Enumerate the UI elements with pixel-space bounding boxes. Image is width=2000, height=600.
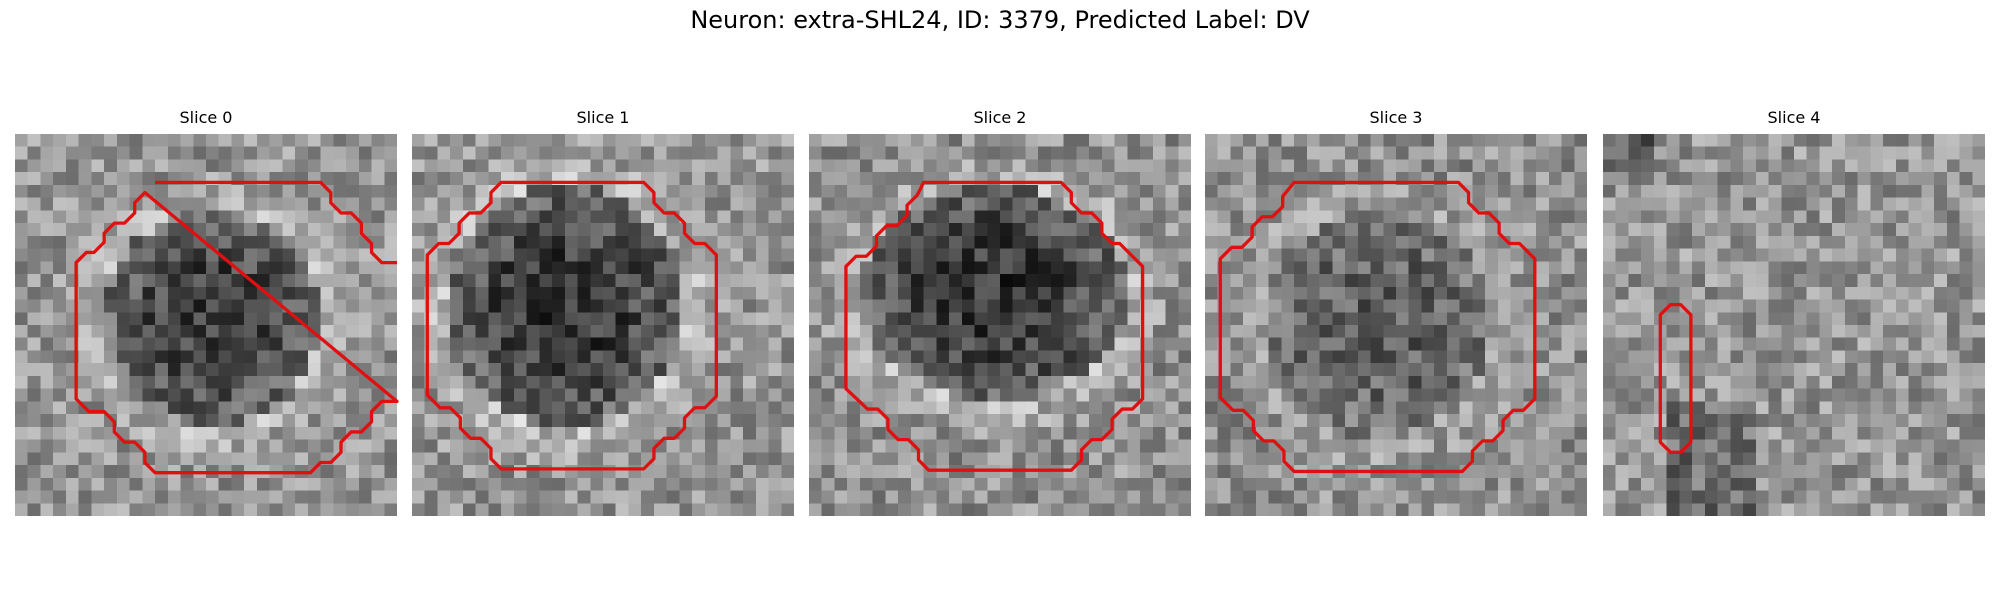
slice-image — [1603, 134, 1985, 516]
contour-path — [74, 180, 399, 475]
slice-title: Slice 3 — [1369, 108, 1423, 127]
segmentation-contour — [1218, 180, 1537, 474]
segmentation-contour — [1658, 302, 1693, 454]
contour-path — [844, 180, 1145, 472]
segmentation-contour — [425, 180, 718, 471]
slice-image — [15, 134, 397, 516]
slice-title: Slice 0 — [179, 108, 233, 127]
slice-title: Slice 4 — [1767, 108, 1821, 127]
segmentation-contour — [844, 180, 1145, 472]
segmentation-contour — [74, 180, 399, 475]
slice-title: Slice 2 — [973, 108, 1027, 127]
slice-image — [412, 134, 794, 516]
slice-image — [1205, 134, 1587, 516]
contour-path — [1658, 302, 1693, 454]
figure-title: Neuron: extra-SHL24, ID: 3379, Predicted… — [690, 6, 1310, 34]
slice-title: Slice 1 — [576, 108, 630, 127]
slice-image — [809, 134, 1191, 516]
contour-path — [1218, 180, 1537, 474]
contour-path — [425, 180, 718, 471]
